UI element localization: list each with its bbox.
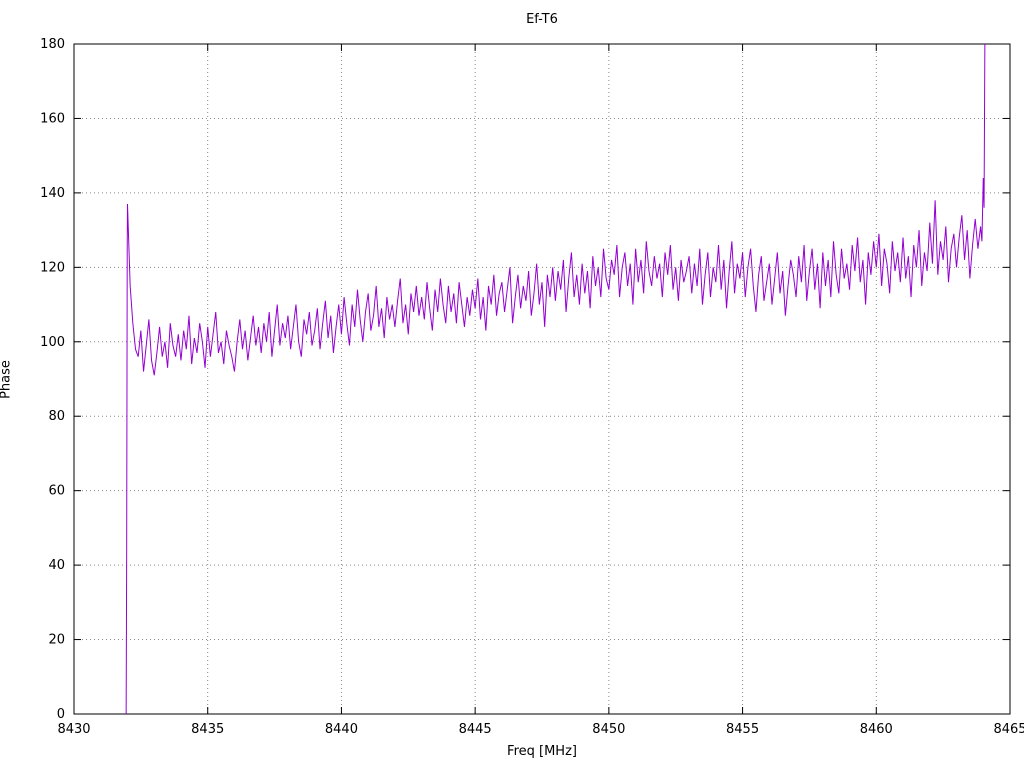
y-tick-label: 100 xyxy=(40,335,65,350)
plot-border xyxy=(73,43,1011,715)
y-tick-label: 20 xyxy=(48,633,65,648)
x-tick-label: 8460 xyxy=(860,722,893,737)
x-tick-label: 8450 xyxy=(592,722,625,737)
y-tick-label: 0 xyxy=(57,707,65,722)
x-tick-label: 8455 xyxy=(726,722,759,737)
x-tick-label: 8465 xyxy=(993,722,1024,737)
y-tick-label: 140 xyxy=(40,186,65,201)
y-tick-label: 60 xyxy=(48,484,65,499)
y-tick-label: 120 xyxy=(40,260,65,275)
x-tick-label: 8435 xyxy=(191,722,224,737)
x-axis-label: Freq [MHz] xyxy=(507,744,577,759)
x-tick-label: 8430 xyxy=(57,722,90,737)
y-tick-label: 80 xyxy=(48,409,65,424)
data-line-phase xyxy=(125,44,986,714)
x-tick-label: 8440 xyxy=(325,722,358,737)
y-tick-label: 160 xyxy=(40,111,65,126)
y-tick-label: 40 xyxy=(48,558,65,573)
y-tick-label: 180 xyxy=(40,37,65,52)
chart-title: Ef-T6 xyxy=(526,12,558,27)
x-tick-label: 8445 xyxy=(459,722,492,737)
